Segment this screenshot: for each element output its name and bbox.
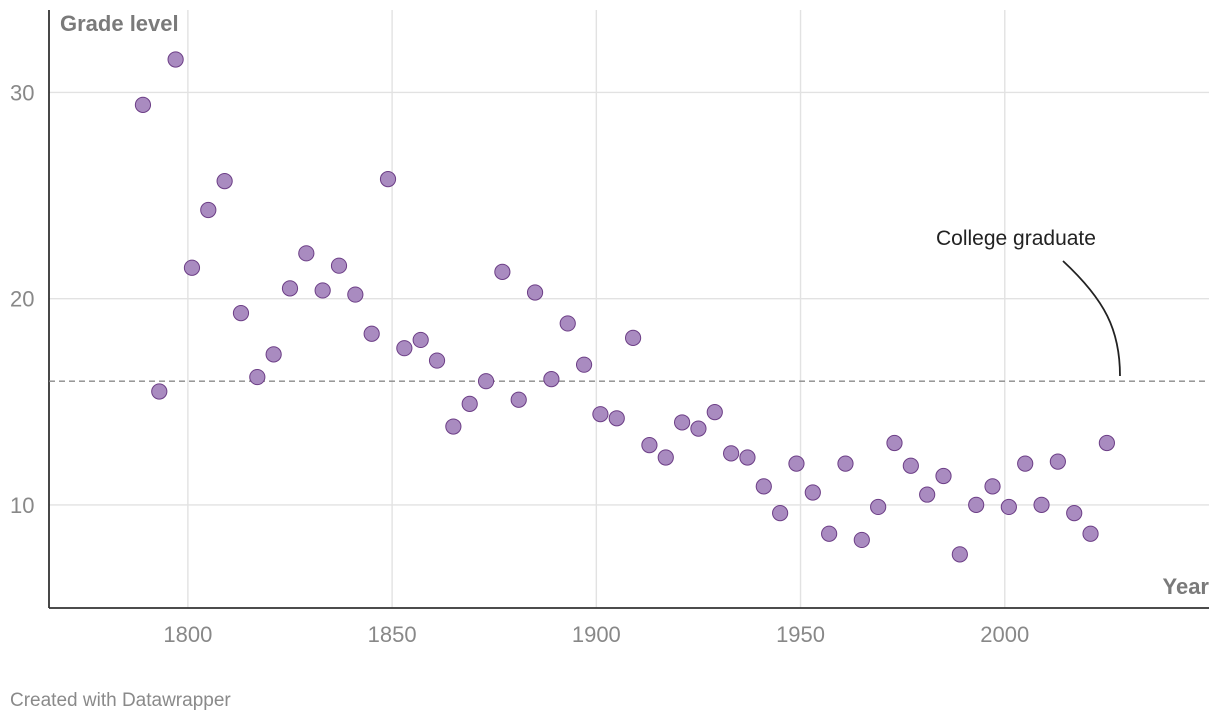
data-point [200,201,217,219]
data-point [281,280,299,297]
data-point [347,286,364,303]
x-tick-label: 1800 [163,622,212,647]
data-point [641,436,658,454]
data-point [853,531,870,549]
x-axis-title: Year [1163,574,1210,599]
data-point [821,525,838,542]
data-point [968,496,985,513]
data-point [396,340,413,357]
axes: 10 20 30 1800 1850 1900 1950 2000 [10,10,1209,647]
data-point [494,263,511,280]
data-point [1000,498,1017,516]
data-point [723,445,740,462]
data-point [330,257,348,274]
data-point [167,51,184,68]
data-point [265,346,282,363]
data-point [232,305,250,322]
data-point [657,449,674,466]
data-point [461,395,478,412]
x-tick-label: 1950 [776,622,825,647]
data-point [379,170,397,188]
data-point [673,414,691,431]
grid [49,10,1209,608]
data-point [1017,455,1034,472]
data-point [363,325,380,342]
data-point [886,434,903,452]
y-axis-title: Grade level [60,11,179,36]
data-point [314,282,331,299]
data-point [183,259,201,276]
data-point [690,420,707,437]
data-point [984,478,1001,495]
data-point [919,486,936,503]
data-point [559,315,576,332]
data-point [739,449,756,466]
x-tick-label: 1900 [572,622,621,647]
data-point [543,371,560,388]
y-tick-label: 10 [10,493,34,518]
x-tick-label: 1850 [368,622,417,647]
data-point [249,368,266,386]
y-tick-label: 20 [10,287,34,312]
data-point [608,410,625,427]
data-point [151,383,168,400]
data-point [510,391,527,408]
data-point [804,484,821,501]
data-point [298,245,315,262]
data-point [902,457,919,474]
data-point [412,331,429,349]
data-point [706,404,723,421]
data-point [1049,453,1066,470]
reference-line-group: College graduate [49,227,1209,382]
data-point [428,352,446,369]
annotation-connector [1062,260,1121,377]
x-tick-label: 2000 [980,622,1029,647]
data-point [1082,525,1099,542]
data-point [445,418,462,435]
data-point [575,356,593,373]
data-point [624,329,642,346]
data-point [755,478,772,495]
data-point [837,455,854,472]
data-point [788,455,805,472]
footer-credit: Created with Datawrapper [10,690,231,711]
y-tick-label: 30 [10,80,34,105]
data-point [134,96,152,113]
data-point [951,546,968,563]
data-point [772,505,789,522]
data-point [477,373,495,390]
data-point [1066,505,1083,522]
data-point [870,498,887,516]
data-point [216,173,233,190]
data-point [1033,496,1050,513]
data-point [1098,434,1115,452]
data-point [526,284,544,301]
data-points [134,51,1115,563]
data-point [592,406,609,423]
data-point [935,467,952,485]
reference-line-label: College graduate [936,227,1096,250]
